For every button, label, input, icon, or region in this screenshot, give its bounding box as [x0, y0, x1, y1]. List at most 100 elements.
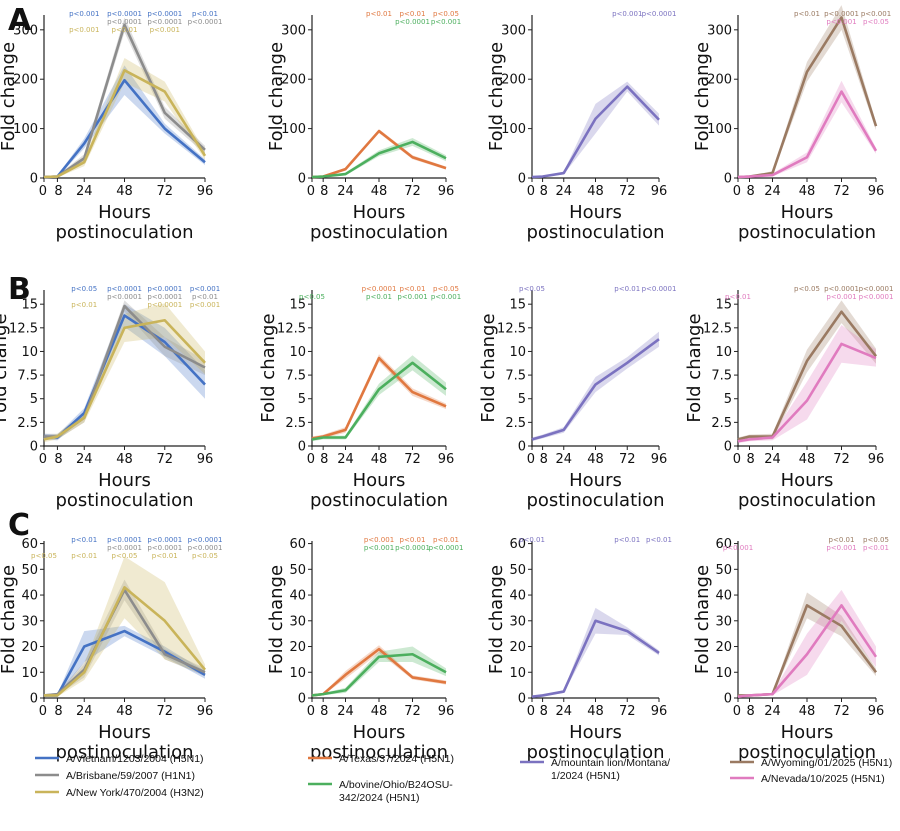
y-tick-label: 300 — [707, 23, 732, 38]
p-value-label: p<0.0001 — [147, 301, 182, 309]
x-axis-label: Hours — [569, 722, 622, 743]
y-tick-label: 200 — [707, 73, 732, 88]
y-tick-label: 2.5 — [285, 416, 306, 431]
x-tick-label: 72 — [619, 704, 636, 719]
x-tick-label: 0 — [307, 184, 315, 199]
p-value-label: p<0.001 — [397, 293, 427, 301]
x-tick-label: 96 — [651, 452, 668, 467]
x-axis-label: Hours — [781, 470, 834, 491]
y-tick-label: 40 — [289, 589, 306, 604]
p-value-label: p<0.0001 — [147, 10, 182, 18]
error-band-nevada — [738, 589, 876, 698]
y-axis-label: Fold change — [486, 42, 507, 151]
p-value-label: p<0.01 — [71, 552, 97, 560]
p-value-label: p<0.0001 — [642, 285, 677, 293]
series-line-montana — [531, 338, 660, 441]
p-value-label: p<0.01 — [863, 544, 889, 552]
y-tick-label: 15 — [289, 298, 306, 313]
y-tick-label: 100 — [13, 122, 38, 137]
x-tick-label: 24 — [337, 704, 354, 719]
x-axis-label-line2: postinoculation — [55, 222, 193, 243]
y-axis-label: Fold change — [478, 313, 499, 422]
x-axis-label: Hours — [353, 202, 406, 223]
p-value-label: p<0.0001 — [107, 293, 142, 301]
y-tick-label: 20 — [509, 640, 526, 655]
series-line-wyoming — [737, 310, 878, 441]
y-tick-label: 7.5 — [505, 369, 526, 384]
x-tick-label: 8 — [540, 184, 548, 199]
y-tick-label: 30 — [21, 614, 38, 629]
x-tick-label: 24 — [555, 704, 572, 719]
y-tick-label: 12.5 — [497, 321, 526, 336]
legend-label: A/Vietnam/1203/2004 (H5N1) — [66, 753, 204, 765]
p-value-label: p<0.05 — [31, 552, 57, 560]
panel-b-2: 0 2.5 5 7.5 10 12.5 15 0 8 24 48 72 96 Hourspostinocu… — [258, 285, 461, 511]
y-tick-label: 50 — [509, 563, 526, 578]
p-value-label: p<0.0001 — [147, 544, 182, 552]
x-tick-label: 0 — [527, 184, 535, 199]
x-axis-label: Hours — [781, 722, 834, 743]
y-tick-label: 2.5 — [17, 416, 38, 431]
y-tick-label: 15 — [715, 298, 732, 313]
x-tick-label: 72 — [404, 184, 421, 199]
p-value-label: p<0.0001 — [395, 18, 430, 26]
y-tick-label: 200 — [501, 73, 526, 88]
p-value-label: p<0.01 — [614, 285, 640, 293]
y-tick-label: 12.5 — [277, 321, 306, 336]
y-tick-label: 20 — [21, 640, 38, 655]
x-tick-label: 48 — [371, 704, 388, 719]
series-line-newyork — [43, 318, 206, 441]
y-tick-label: 5 — [724, 392, 732, 407]
x-tick-label: 48 — [799, 452, 816, 467]
x-axis-label: Hours — [98, 722, 151, 743]
y-axis-label: Fold change — [0, 313, 11, 422]
legend-label: 1/2024 (H5N1) — [551, 770, 620, 782]
x-tick-label: 24 — [764, 184, 781, 199]
error-band-wyoming — [738, 5, 876, 178]
x-tick-label: 96 — [438, 452, 455, 467]
p-value-label: p<0.01 — [829, 536, 855, 544]
legend-label: A/New York/470/2004 (H3N2) — [66, 787, 204, 799]
y-tick-label: 10 — [21, 345, 38, 360]
y-tick-label: 200 — [281, 73, 306, 88]
p-value-label: p<0.05 — [519, 285, 545, 293]
y-tick-label: 10 — [715, 666, 732, 681]
y-tick-label: 0 — [30, 692, 38, 707]
legend-item-montana: A/mountain lion/Montana/1/2024 (H5N1) — [520, 757, 670, 782]
error-band-nevada — [738, 80, 876, 178]
y-tick-label: 10 — [509, 666, 526, 681]
x-axis-label: Hours — [569, 202, 622, 223]
x-tick-label: 96 — [868, 452, 885, 467]
series-line-nevada — [737, 342, 877, 443]
p-value-label: p<0.0001 — [147, 18, 182, 26]
x-tick-label: 8 — [540, 452, 548, 467]
y-tick-label: 10 — [509, 345, 526, 360]
y-tick-label: 5 — [298, 392, 306, 407]
x-tick-label: 48 — [371, 452, 388, 467]
x-tick-label: 8 — [540, 704, 548, 719]
x-tick-label: 24 — [764, 704, 781, 719]
p-value-label: p<0.01 — [646, 536, 672, 544]
series-line-ohio — [311, 652, 447, 697]
error-band-newyork — [44, 57, 205, 178]
y-tick-label: 0 — [30, 172, 38, 187]
y-tick-label: 7.5 — [711, 369, 732, 384]
x-axis-label: Hours — [353, 722, 406, 743]
p-value-label: p<0.0001 — [107, 536, 142, 544]
x-axis-label: Hours — [569, 470, 622, 491]
y-axis-label: Fold change — [0, 565, 19, 674]
panel-a-4: 0 100 200 300 0 8 24 48 72 96 Hourspostinoculation… — [692, 5, 891, 243]
error-band-vietnam — [44, 304, 205, 441]
x-tick-label: 0 — [527, 704, 535, 719]
x-tick-label: 48 — [371, 184, 388, 199]
x-axis-label: Hours — [353, 470, 406, 491]
p-value-label: p<0.05 — [863, 536, 889, 544]
y-tick-label: 100 — [281, 122, 306, 137]
y-tick-label: 0 — [518, 172, 526, 187]
p-value-label: p<0.0001 — [429, 544, 464, 552]
x-tick-label: 0 — [307, 704, 315, 719]
p-value-label: p<0.0001 — [188, 544, 223, 552]
legend-item-texas: A/Texas/37/2024 (H5N1) — [308, 753, 454, 765]
p-value-label: p<0.01 — [725, 293, 751, 301]
y-tick-label: 100 — [707, 122, 732, 137]
